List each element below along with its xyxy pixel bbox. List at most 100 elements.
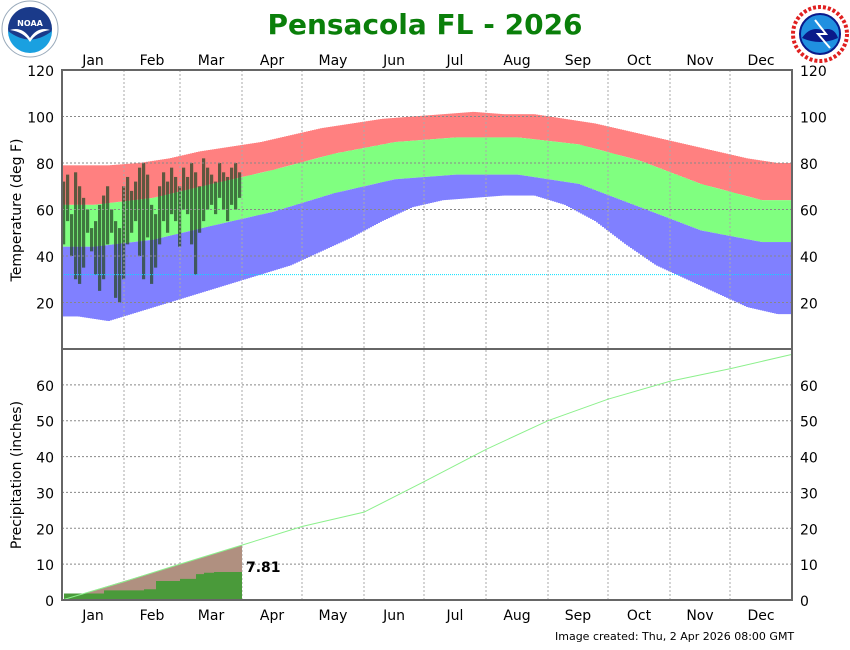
record-high-bar [296, 133, 298, 164]
record-high-bar [100, 165, 102, 205]
observed-temp-bar [170, 167, 174, 215]
record-low-bar [368, 185, 370, 229]
record-low-bar [700, 230, 702, 286]
normal-range-bar [670, 172, 672, 219]
normal-range-bar [316, 158, 318, 199]
normal-range-bar [334, 153, 336, 193]
record-high-bar [548, 116, 550, 141]
record-high-bar [684, 144, 686, 178]
normal-range-bar [282, 167, 284, 209]
normal-range-bar [678, 175, 680, 223]
record-low-bar [384, 181, 386, 220]
observed-temp-bar [178, 186, 182, 247]
month-label-bottom: Oct [627, 608, 652, 624]
normal-range-bar [622, 156, 624, 201]
record-high-bar [372, 120, 374, 147]
normal-range-bar [692, 180, 694, 228]
record-high-bar [784, 163, 786, 201]
temp-y-tick-right: 40 [800, 250, 818, 266]
record-high-bar [414, 116, 416, 141]
normal-range-bar [704, 184, 706, 232]
record-low-bar [630, 203, 632, 249]
record-low-bar [516, 174, 518, 196]
record-high-bar [558, 117, 560, 143]
month-label-top: Nov [686, 53, 713, 69]
record-high-bar [700, 147, 702, 184]
record-high-bar [628, 131, 630, 158]
record-high-bar [378, 119, 380, 146]
record-high-bar [400, 117, 402, 142]
record-high-bar [724, 153, 726, 191]
record-low-bar [310, 200, 312, 257]
record-high-bar [734, 155, 736, 193]
record-low-bar [464, 174, 466, 199]
record-low-bar [628, 202, 630, 247]
record-high-bar [510, 114, 512, 138]
precip-normal-line [61, 353, 793, 601]
normal-range-bar [304, 161, 306, 203]
normal-range-bar [556, 141, 558, 181]
record-high-bar [156, 160, 158, 197]
record-low-bar [328, 194, 330, 248]
record-high-bar [740, 156, 742, 195]
normal-range-bar [308, 160, 310, 201]
normal-range-bar [764, 200, 766, 243]
normal-range-bar [438, 138, 440, 176]
record-high-bar [380, 119, 382, 145]
record-low-bar [290, 206, 292, 266]
normal-range-bar [766, 200, 768, 243]
record-high-bar [426, 115, 428, 140]
record-low-bar [176, 234, 178, 301]
observed-temp-bar [82, 197, 86, 268]
record-low-bar [186, 231, 188, 298]
plot-frame [61, 69, 793, 601]
record-low-bar [450, 175, 452, 200]
temp-y-tick: 20 [36, 297, 54, 313]
observed-temp-bar [130, 190, 134, 233]
month-label-top: Apr [260, 53, 284, 69]
record-high-bar [760, 160, 762, 200]
record-high-bar [764, 161, 766, 201]
normal-range-bar [118, 201, 120, 244]
record-low-bar [526, 175, 528, 196]
record-high-bar [274, 138, 276, 170]
record-low-bar [586, 186, 588, 217]
normal-range-bar [706, 185, 708, 232]
record-high-bar [412, 116, 414, 141]
normal-range-bar [676, 174, 678, 222]
record-high-bar [742, 157, 744, 196]
record-high-bar [298, 133, 300, 164]
normal-range-bar [532, 139, 534, 177]
record-low-bar [764, 242, 766, 312]
record-low-bar [788, 242, 790, 315]
normal-range-bar [368, 147, 370, 186]
record-high-bar [448, 113, 450, 138]
record-low-bar [682, 223, 684, 278]
record-high-bar [574, 120, 576, 144]
temp-y-tick-right: 100 [800, 111, 827, 127]
normal-range-bar [550, 141, 552, 180]
record-low-bar [308, 200, 310, 258]
record-low-bar [340, 191, 342, 243]
record-low-bar [164, 236, 166, 304]
normal-range-bar [558, 142, 560, 181]
record-high-bar [268, 140, 270, 171]
record-low-bar [766, 242, 768, 312]
record-low-bar [208, 226, 210, 291]
observed-temp-bar [210, 174, 214, 205]
record-low-bar [206, 226, 208, 292]
record-high-bar [280, 137, 282, 168]
record-low-bar [504, 174, 506, 196]
record-high-bar [642, 134, 644, 162]
record-high-bar [116, 164, 118, 203]
normal-range-bar [430, 139, 432, 177]
record-high-bar [658, 138, 660, 168]
record-low-bar [342, 191, 344, 242]
record-high-bar [762, 160, 764, 201]
record-high-bar [668, 140, 670, 172]
record-high-bar [544, 115, 546, 141]
precip-y-tick: 20 [36, 522, 54, 538]
record-low-bar [658, 214, 660, 267]
record-low-bar [758, 241, 760, 310]
normal-range-bar [210, 184, 212, 227]
